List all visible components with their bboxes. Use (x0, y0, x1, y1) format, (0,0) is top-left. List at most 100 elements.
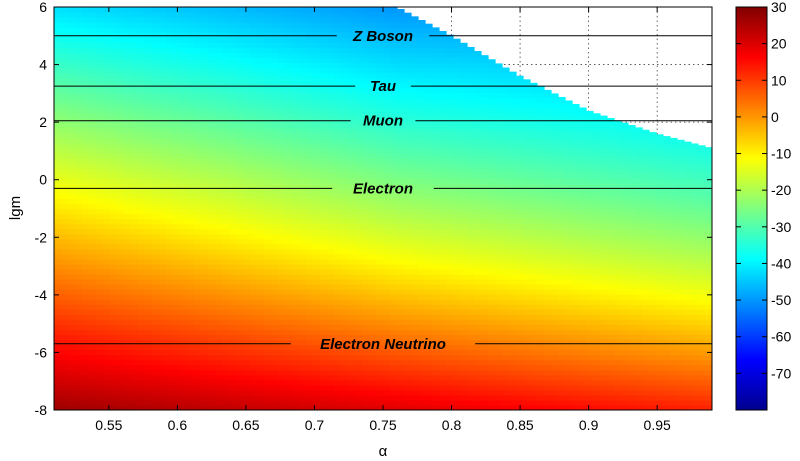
heatmap-cell (110, 7, 118, 13)
heatmap-cell (397, 102, 405, 109)
heatmap-cell (425, 248, 433, 255)
heatmap-cell (222, 208, 230, 215)
heatmap-cell (383, 173, 391, 179)
heatmap-cell (110, 92, 118, 99)
heatmap-cell (481, 263, 489, 270)
heatmap-cell (362, 107, 370, 114)
heatmap-cell (54, 268, 62, 275)
heatmap-cell (376, 339, 384, 346)
heatmap-cell (404, 37, 412, 43)
heatmap-cell (68, 92, 76, 99)
heatmap-cell (432, 354, 440, 361)
heatmap-cell (362, 112, 370, 119)
heatmap-cell (390, 163, 398, 169)
heatmap-cell (411, 32, 419, 38)
heatmap-cell (250, 329, 258, 336)
heatmap-cell (145, 208, 153, 215)
heatmap-cell (194, 97, 202, 104)
heatmap-cell (215, 107, 223, 114)
heatmap-cell (257, 47, 265, 53)
heatmap-cell (96, 243, 104, 250)
heatmap-cell (432, 198, 440, 205)
heatmap-cell (299, 233, 307, 240)
heatmap-cell (313, 148, 321, 154)
heatmap-cell (299, 163, 307, 169)
heatmap-cell (236, 188, 244, 194)
heatmap-cell (61, 52, 69, 58)
heatmap-cell (348, 143, 356, 149)
heatmap-cell (453, 77, 461, 84)
heatmap-cell (201, 304, 209, 310)
heatmap-cell (313, 77, 321, 84)
heatmap-cell (215, 163, 223, 169)
heatmap-cell (131, 354, 139, 361)
heatmap-cell (124, 47, 132, 53)
heatmap-cell (145, 22, 153, 28)
heatmap-cell (376, 17, 384, 23)
heatmap-cell (61, 329, 69, 336)
heatmap-cell (383, 143, 391, 149)
heatmap-cell (404, 107, 412, 114)
heatmap-cell (285, 354, 293, 361)
heatmap-cell (432, 329, 440, 336)
heatmap-cell (390, 27, 398, 33)
heatmap-cell (173, 299, 181, 305)
heatmap-cell (110, 324, 118, 330)
heatmap-cell (390, 384, 398, 391)
heatmap-cell (285, 314, 293, 320)
heatmap-cell (334, 87, 342, 94)
heatmap-cell (75, 203, 83, 210)
heatmap-cell (236, 324, 244, 330)
heatmap-cell (355, 52, 363, 58)
heatmap-cell (215, 148, 223, 154)
heatmap-cell (243, 87, 251, 94)
heatmap-cell (460, 324, 468, 330)
heatmap-cell (488, 238, 496, 245)
heatmap-cell (362, 92, 370, 99)
heatmap-cell (334, 137, 342, 144)
heatmap-cell (313, 178, 321, 184)
heatmap-cell (103, 233, 111, 240)
heatmap-cell (180, 102, 188, 109)
heatmap-cell (376, 52, 384, 58)
heatmap-cell (166, 12, 174, 18)
heatmap-cell (397, 314, 405, 320)
heatmap-cell (138, 158, 146, 164)
heatmap-cell (334, 132, 342, 139)
heatmap-cell (243, 188, 251, 194)
heatmap-cell (110, 203, 118, 210)
heatmap-cell (264, 299, 272, 305)
heatmap-cell (264, 314, 272, 320)
heatmap-cell (341, 27, 349, 33)
heatmap-cell (222, 279, 230, 285)
heatmap-cell (341, 42, 349, 48)
heatmap-cell (453, 238, 461, 245)
heatmap-cell (439, 178, 447, 184)
heatmap-cell (404, 17, 412, 23)
heatmap-cell (411, 188, 419, 194)
heatmap-cell (362, 178, 370, 184)
heatmap-cell (215, 143, 223, 149)
heatmap-cell (439, 82, 447, 89)
heatmap-cell (173, 258, 181, 265)
heatmap-cell (222, 148, 230, 154)
heatmap-cell (75, 27, 83, 33)
heatmap-cell (187, 127, 195, 134)
heatmap-cell (474, 389, 482, 396)
heatmap-cell (124, 52, 132, 58)
heatmap-cell (54, 263, 62, 270)
heatmap-cell (404, 233, 412, 240)
heatmap-cell (474, 329, 482, 336)
heatmap-cell (103, 158, 111, 164)
heatmap-cell (173, 203, 181, 210)
heatmap-cell (341, 67, 349, 74)
heatmap-cell (467, 97, 475, 104)
heatmap-cell (467, 188, 475, 194)
heatmap-cell (229, 354, 237, 361)
heatmap-cell (222, 203, 230, 210)
heatmap-cell (327, 364, 335, 371)
heatmap-cell (341, 158, 349, 164)
heatmap-cell (250, 354, 258, 361)
heatmap-cell (376, 12, 384, 18)
heatmap-cell (488, 143, 496, 149)
